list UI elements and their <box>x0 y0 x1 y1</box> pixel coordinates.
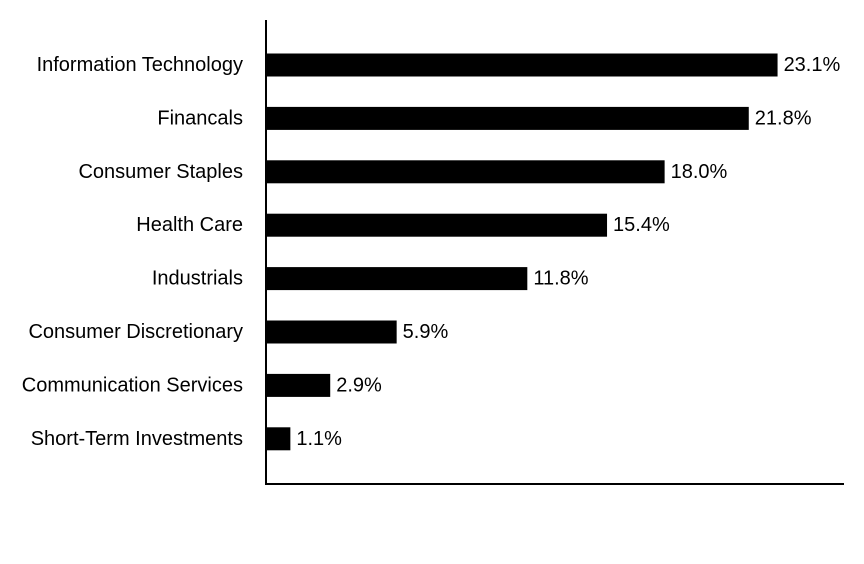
category-label: Information Technology <box>37 54 243 76</box>
category-label: Health Care <box>136 214 243 236</box>
bar <box>266 320 397 344</box>
bar <box>266 213 608 237</box>
value-label: 21.8% <box>755 107 812 129</box>
category-label: Communication Services <box>22 374 243 396</box>
value-label: 23.1% <box>784 54 841 76</box>
value-label: 11.8% <box>533 268 588 290</box>
bar <box>266 373 331 397</box>
category-label: Short-Term Investments <box>31 428 243 450</box>
value-label: 1.1% <box>296 428 342 450</box>
bar <box>266 53 778 77</box>
value-label: 2.9% <box>336 374 382 396</box>
category-label: Industrials <box>152 268 243 290</box>
value-label: 18.0% <box>671 161 728 183</box>
category-label: Financals <box>157 107 243 129</box>
bar <box>266 427 291 451</box>
category-label: Consumer Staples <box>78 161 243 183</box>
bar <box>266 106 749 130</box>
bars-group: Information Technology 23.1% Financals 21.8… <box>22 53 841 451</box>
value-label: 15.4% <box>613 214 670 236</box>
bar <box>266 267 528 291</box>
value-label: 5.9% <box>403 321 449 343</box>
bar <box>266 160 665 184</box>
category-label: Consumer Discretionary <box>28 321 243 343</box>
